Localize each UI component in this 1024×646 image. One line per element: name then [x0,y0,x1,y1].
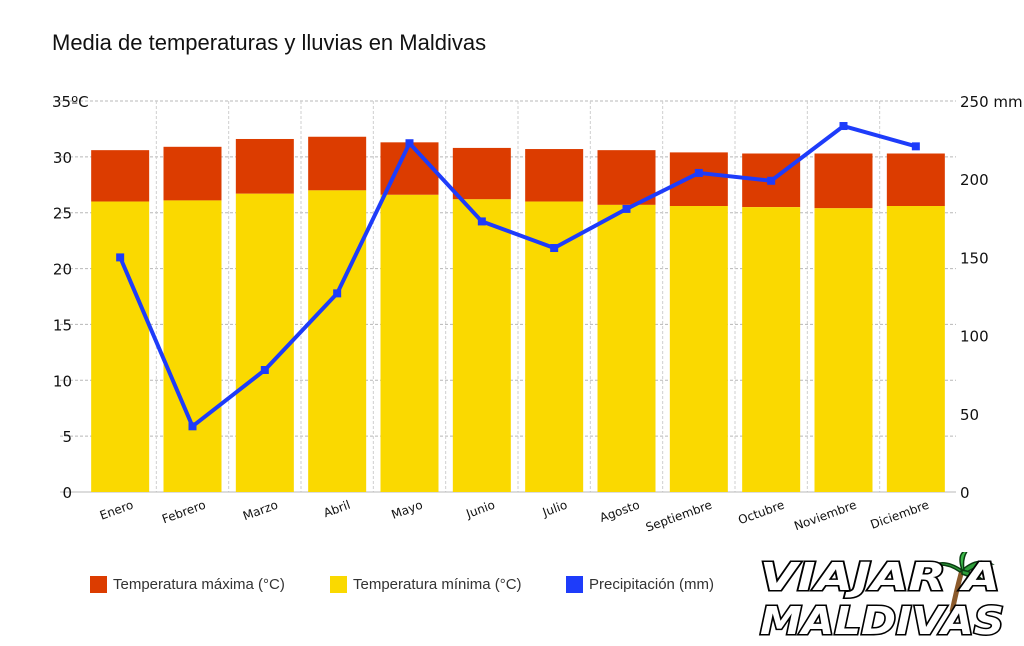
x-tick-label-septiembre: Septiembre [644,498,714,535]
precipitation-series-line [118,124,917,429]
x-tick-label-julio: Julio [540,498,569,520]
bar-min-enero [91,201,150,493]
legend-swatch-precip [566,576,583,593]
legend-label-precip: Precipitación (mm) [589,576,715,593]
bar-max-noviembre [814,153,873,209]
legend-label-min: Temperatura mínima (°C) [353,576,522,593]
bar-min-agosto [597,204,656,492]
bar-max-agosto [597,150,656,205]
x-tick-label-agosto: Agosto [598,498,642,525]
precipitation-point-octubre [767,176,776,185]
right-tick-label: 50 [960,406,979,424]
left-axis-unit-label: 35ºC [52,93,89,111]
bar-min-febrero [163,200,222,492]
bar-min-marzo [235,193,294,493]
right-tick-label: 100 [960,328,989,346]
x-tick-label-mayo: Mayo [390,498,425,522]
x-axis: Enero Febrero Marzo Abril Mayo Junio Julio Agos… [98,498,931,535]
left-tick-label: 20 [53,261,72,279]
precipitation-point-abril [333,289,342,298]
left-tick-label: 15 [53,316,72,334]
x-tick-label-febrero: Febrero [160,498,207,527]
precipitation-line [116,122,920,431]
legend-item-min: Temperatura mínima (°C) [330,576,522,593]
right-axis-unit-label: 250 mm [960,93,1023,111]
x-tick-label-diciembre: Diciembre [869,498,931,532]
x-tick-label-noviembre: Noviembre [792,498,858,534]
precipitation-point-junio [477,217,486,226]
bar-min-mayo [380,194,439,492]
chart-title: Media de temperaturas y lluvias en Maldi… [52,30,487,55]
left-tick-label: 10 [53,372,72,390]
precipitation-point-diciembre [911,142,920,151]
bar-max-junio [452,147,511,200]
bar-max-marzo [235,138,294,194]
right-tick-label: 150 [960,249,989,267]
logo-line1: VIAJAR A [760,555,1000,599]
left-tick-label: 25 [53,205,72,223]
legend-item-max: Temperatura máxima (°C) [90,576,285,593]
viajar-a-maldivas-logo: VIAJAR A MALDIVAS [759,552,1006,640]
precipitation-point-julio [550,244,559,253]
bar-min-noviembre [814,208,873,492]
bar-min-junio [452,199,511,492]
precipitation-point-enero [116,253,125,262]
bar-max-enero [91,150,150,202]
x-tick-label-junio: Junio [463,498,496,522]
bar-max-febrero [163,146,222,201]
right-axis: 0 50 100 150 200 250 mm [960,93,1023,502]
bar-max-julio [525,149,584,202]
left-tick-label: 0 [62,484,72,502]
precipitation-point-marzo [260,366,269,375]
bar-min-abril [308,190,367,492]
x-tick-label-octubre: Octubre [736,498,786,528]
legend-label-max: Temperatura máxima (°C) [113,576,285,593]
palm-tree-icon [931,552,995,613]
bars [91,136,945,493]
precipitation-point-noviembre [839,122,848,131]
left-axis: 0 5 10 15 20 25 30 35ºC [52,93,89,502]
left-tick-label: 5 [62,428,72,446]
legend-item-precip: Precipitación (mm) [566,576,714,593]
right-tick-label: 0 [960,484,970,502]
bar-max-diciembre [886,153,945,207]
precipitation-point-agosto [622,204,631,213]
x-tick-label-enero: Enero [98,498,135,523]
logo-line2: MALDIVAS [760,599,1004,640]
left-tick-label: 30 [53,149,72,167]
bar-min-septiembre [669,206,728,493]
x-tick-label-marzo: Marzo [241,498,280,524]
bar-max-septiembre [669,152,728,207]
legend-swatch-min [330,576,347,593]
precipitation-point-febrero [188,422,197,431]
precipitation-point-septiembre [694,168,703,177]
legend-swatch-max [90,576,107,593]
bar-min-octubre [742,207,801,492]
x-tick-label-abril: Abril [322,498,353,521]
bar-max-abril [308,136,367,191]
right-tick-label: 200 [960,171,989,189]
bar-min-diciembre [886,206,945,493]
precipitation-point-mayo [405,139,414,148]
